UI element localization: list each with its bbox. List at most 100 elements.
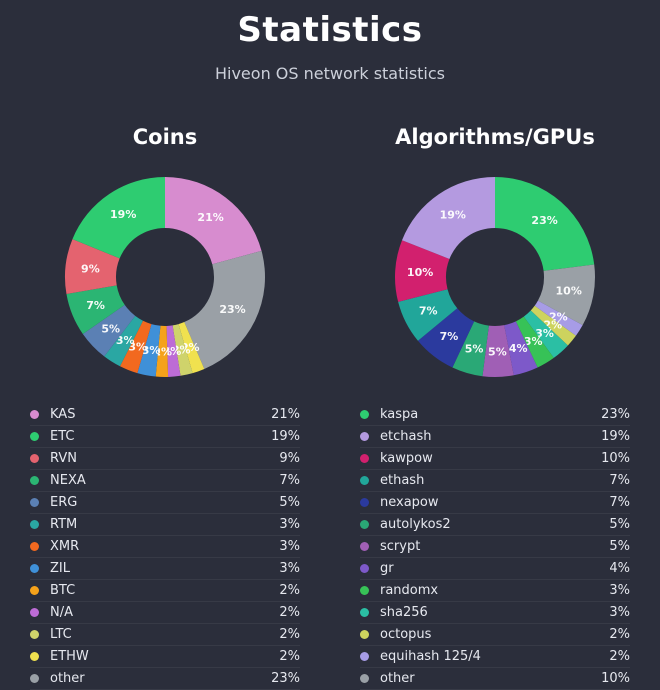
legend-dot-icon	[30, 652, 39, 661]
legend-dot-icon	[360, 652, 369, 661]
legend-dot-icon	[360, 476, 369, 485]
legend-row-zil: ZIL 3%	[30, 558, 300, 580]
legend-row-other: other 10%	[360, 668, 630, 690]
legend-label: equihash 125/4	[380, 649, 481, 664]
legend-dot-icon	[360, 520, 369, 529]
legend-dot-icon	[360, 454, 369, 463]
legend-percent: 2%	[279, 649, 300, 664]
legend-label: ZIL	[50, 561, 70, 576]
donut-segment-btc	[155, 325, 169, 377]
legend-row-ethash: ethash 7%	[360, 470, 630, 492]
legend-dot-icon	[30, 476, 39, 485]
coins-legend: KAS 21% ETC 19% RVN 9% NEXA 7% ERG 5% RTM 3% XMR 3% ZI…	[30, 404, 300, 690]
algorithms-legend: kaspa 23% etchash 19% kawpow 10% ethash 7% nexap…	[360, 404, 630, 690]
legend-label: randomx	[380, 583, 439, 598]
legend-label: ETHW	[50, 649, 89, 664]
legend-percent: 2%	[609, 649, 630, 664]
legend-dot-icon	[360, 410, 369, 419]
legend-row-ltc: LTC 2%	[30, 624, 300, 646]
legend-dot-icon	[360, 498, 369, 507]
segment-percent-label-xmr: 3%	[128, 340, 147, 353]
legend-percent: 23%	[601, 407, 630, 422]
segment-percent-label-sha256: 3%	[535, 327, 554, 340]
legend-percent: 19%	[601, 429, 630, 444]
legend-dot-icon	[360, 542, 369, 551]
legend-percent: 3%	[609, 605, 630, 620]
legend-label: KAS	[50, 407, 76, 422]
legend-percent: 7%	[609, 495, 630, 510]
legend-row-autolykos2: autolykos2 5%	[360, 514, 630, 536]
legend-label: scrypt	[380, 539, 421, 554]
legend-percent: 10%	[601, 451, 630, 466]
segment-percent-label-rvn: 9%	[81, 262, 100, 275]
segment-percent-label-randomx: 3%	[524, 335, 543, 348]
donut-segment-xmr	[120, 320, 152, 374]
segment-percent-label-erg: 5%	[101, 322, 120, 335]
donut-segment-nexapow	[417, 308, 475, 368]
segment-percent-label-nexa: 7%	[86, 299, 105, 312]
legend-percent: 3%	[279, 561, 300, 576]
legend-row-octopus: octopus 2%	[360, 624, 630, 646]
legend-row-etc: ETC 19%	[30, 426, 300, 448]
legend-percent: 2%	[279, 583, 300, 598]
legend-percent: 5%	[609, 539, 630, 554]
donut-segment-octopus	[530, 305, 576, 346]
legend-label: kaspa	[380, 407, 419, 422]
legend-dot-icon	[30, 410, 39, 419]
legend-row-kaspa: kaspa 23%	[360, 404, 630, 426]
donut-segment-etc	[72, 177, 165, 259]
segment-percent-label-scrypt: 5%	[488, 346, 507, 359]
legend-row-rvn: RVN 9%	[30, 448, 300, 470]
donut-segment-equihash-125-4	[534, 300, 583, 336]
coins-chart-title: Coins	[132, 125, 198, 149]
donut-segment-rtm	[104, 315, 143, 367]
segment-percent-label-etc: 19%	[110, 208, 136, 221]
legend-label: LTC	[50, 627, 72, 642]
legend-label: autolykos2	[380, 517, 451, 532]
legend-label: ethash	[380, 473, 425, 488]
donut-segment-scrypt	[482, 325, 514, 377]
segment-percent-label-kawpow: 10%	[407, 266, 433, 279]
segment-percent-label-other: 23%	[219, 303, 245, 316]
legend-dot-icon	[30, 520, 39, 529]
legend-row-etchash: etchash 19%	[360, 426, 630, 448]
legend-label: sha256	[380, 605, 428, 620]
donut-segment-randomx	[515, 316, 554, 368]
donut-segment-kawpow	[394, 240, 450, 302]
segment-percent-label-autolykos2: 5%	[465, 343, 484, 356]
donut-segment-gr	[504, 321, 538, 376]
segment-percent-label-gr: 4%	[509, 342, 528, 355]
legend-percent: 19%	[271, 429, 300, 444]
segment-percent-label-other: 10%	[556, 285, 582, 298]
algorithms-donut-chart: 23%10%2%2%3%3%4%5%5%7%7%10%19%	[394, 177, 595, 377]
legend-dot-icon	[360, 564, 369, 573]
legend-dot-icon	[30, 630, 39, 639]
legend-row-nexa: NEXA 7%	[30, 470, 300, 492]
page-subtitle: Hiveon OS network statistics	[214, 64, 446, 83]
legend-percent: 2%	[609, 627, 630, 642]
segment-percent-label-etchash: 19%	[440, 209, 466, 222]
legend-label: NEXA	[50, 473, 86, 488]
legend-percent: 3%	[279, 539, 300, 554]
legend-label: octopus	[380, 627, 432, 642]
donut-segment-zil	[137, 324, 161, 377]
donut-segment-other	[537, 264, 595, 326]
legend-percent: 5%	[609, 517, 630, 532]
legend-row-kas: KAS 21%	[30, 404, 300, 426]
legend-row-ethw: ETHW 2%	[30, 646, 300, 668]
algorithms-section: Algorithms/GPUs 23% 10% 2% 2% 3% 3% 4% 5% 5% 7% 7%…	[360, 125, 630, 690]
charts-container: Coins 21% 23% 2% 2% 2% 2% 3% 3% 3% 5% 7% 9% 19% KAS 2…	[0, 125, 660, 690]
segment-percent-label-kas: 21%	[197, 211, 223, 224]
legend-label: gr	[380, 561, 394, 576]
legend-dot-icon	[360, 432, 369, 441]
legend-row-other: other 23%	[30, 668, 300, 690]
legend-percent: 3%	[609, 583, 630, 598]
legend-row-erg: ERG 5%	[30, 492, 300, 514]
legend-percent: 9%	[279, 451, 300, 466]
legend-percent: 2%	[279, 605, 300, 620]
donut-segment-ltc	[172, 324, 193, 376]
legend-label: nexapow	[380, 495, 439, 510]
legend-dot-icon	[30, 498, 39, 507]
legend-row-n-a: N/A 2%	[30, 602, 300, 624]
legend-row-sha256: sha256 3%	[360, 602, 630, 624]
